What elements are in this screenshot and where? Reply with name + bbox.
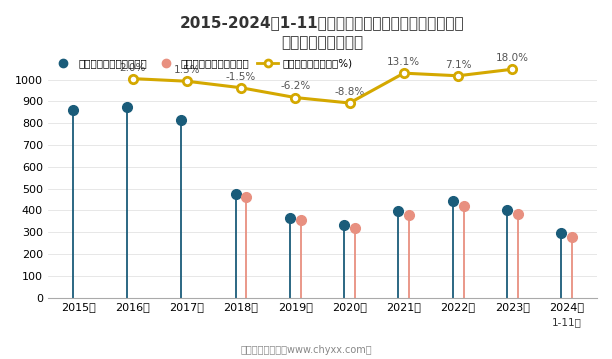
Text: 2.0%: 2.0% (119, 62, 146, 73)
Text: 7.1%: 7.1% (445, 60, 471, 70)
Text: -8.8%: -8.8% (334, 87, 365, 97)
Text: 18.0%: 18.0% (496, 53, 529, 63)
Legend: 利润总额累计值（亿元）, 营业利润累计值（亿元）, 利润总额累计增长（%): 利润总额累计值（亿元）, 营业利润累计值（亿元）, 利润总额累计增长（%) (53, 58, 353, 68)
Title: 2015-2024年1-11月木材加工和木、竹、藤、棕、草制
品业企业利润统计图: 2015-2024年1-11月木材加工和木、竹、藤、棕、草制 品业企业利润统计图 (180, 15, 465, 50)
Text: 1-11月: 1-11月 (551, 317, 581, 327)
Text: 1.5%: 1.5% (174, 65, 200, 75)
Text: 制图：智研咨询（www.chyxx.com）: 制图：智研咨询（www.chyxx.com） (240, 345, 372, 355)
Text: -1.5%: -1.5% (226, 72, 256, 81)
Text: 13.1%: 13.1% (387, 57, 420, 67)
Text: -6.2%: -6.2% (280, 81, 310, 92)
